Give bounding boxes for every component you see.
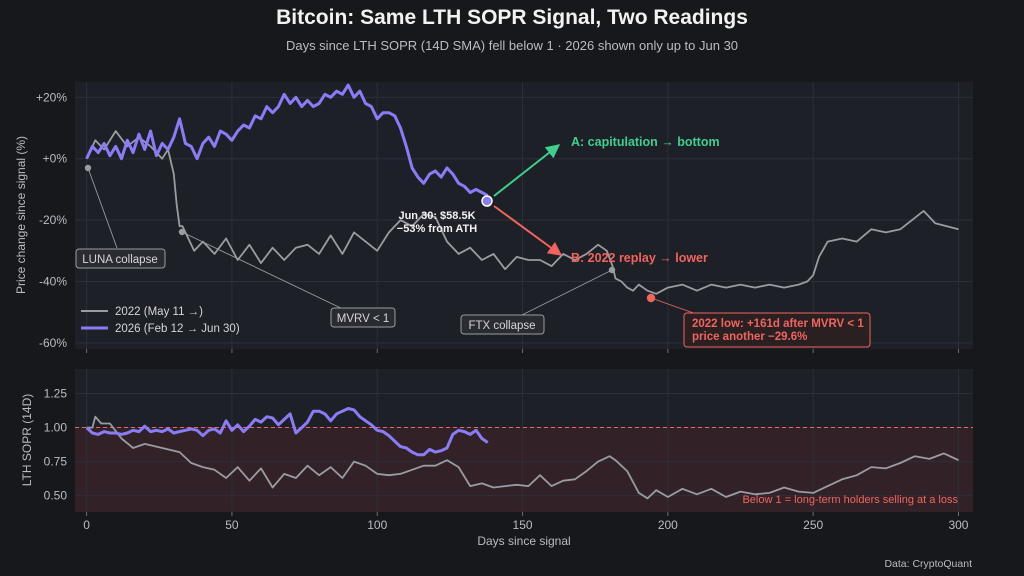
luna-collapse-point (84, 164, 92, 172)
legend-label-2026: 2026 (Feb 12 → Jun 30) (115, 323, 240, 335)
price-y-tick-label: +0% (43, 152, 68, 166)
data-source: Data: CryptoQuant (884, 558, 972, 570)
price-panel-background (75, 82, 973, 349)
scenario-b-label: B: 2022 replay → lower (571, 251, 708, 265)
mvrv-point (178, 228, 186, 236)
jun30-label: Jun 30: $58.5K −53% from ATH (397, 210, 477, 235)
sopr-y-ticks: 1.25 1.00 0.75 0.50 (44, 387, 68, 503)
svg-text:FTX collapse: FTX collapse (468, 320, 535, 332)
price-y-tick-label: -40% (39, 274, 67, 288)
sopr-y-tick-label: 0.50 (44, 489, 68, 503)
price-y-axis-label: Price change since signal (%) (14, 136, 28, 294)
sopr-y-tick-label: 1.00 (44, 421, 68, 435)
series-2022-price-line (85, 130, 959, 295)
ftx-collapse-point (608, 266, 616, 274)
scenario-a-label: A: capitulation → bottom (571, 135, 720, 149)
x-tick-label: 150 (513, 518, 533, 532)
series-2026-price-line (85, 83, 489, 197)
x-tick-label: 0 (83, 518, 90, 532)
scenario-b-arrow (493, 205, 563, 256)
jun30-current-point (481, 195, 493, 207)
price-panel-grid (75, 82, 973, 349)
luna-collapse-label: LUNA collapse (75, 248, 166, 269)
sopr-y-axis-label: LTH SOPR (14D) (20, 394, 34, 486)
series-2026-sopr-line (85, 407, 489, 457)
sopr-y-tick-label: 1.25 (44, 387, 68, 401)
scenario-a-arrow (493, 144, 561, 197)
price-y-ticks: +20% +0% -20% -40% -60% (36, 90, 67, 350)
price-y-tick-label: -60% (39, 336, 67, 350)
series-2022-sopr-line (86, 415, 959, 500)
loss-band-label: Below 1 = long-term holders selling at a… (742, 494, 958, 506)
x-tick-label: 250 (803, 518, 823, 532)
x-axis-ticks: 0 50 100 150 200 250 300 (83, 349, 969, 532)
svg-text:MVRV < 1: MVRV < 1 (337, 313, 390, 325)
x-tick-label: 300 (948, 518, 968, 532)
mvrv-label: MVRV < 1 (330, 307, 396, 328)
x-tick-label: 200 (658, 518, 678, 532)
chart-title: Bitcoin: Same LTH SOPR Signal, Two Readi… (276, 6, 748, 29)
2022-low-label: 2022 low: +161d after MVRV < 1 price anot… (683, 312, 871, 348)
sopr-y-tick-label: 0.75 (44, 455, 68, 469)
loss-band (75, 427, 973, 512)
chart-subtitle: Days since LTH SOPR (14D SMA) fell below… (285, 38, 739, 53)
ftx-collapse-label: FTX collapse (460, 314, 545, 335)
luna-connector (87, 167, 118, 249)
legend: 2022 (May 11 →) 2026 (Feb 12 → Jun 30) (81, 306, 240, 335)
price-y-tick-label: +20% (36, 90, 67, 104)
legend-label-2022: 2022 (May 11 →) (115, 306, 203, 318)
x-tick-label: 100 (367, 518, 387, 532)
mvrv-connector (181, 231, 346, 311)
svg-text:2022 low: +161d after MVRV < 1: 2022 low: +161d after MVRV < 1 price anot… (692, 318, 864, 343)
2022-low-point (646, 293, 656, 303)
x-tick-label: 50 (225, 518, 239, 532)
price-y-tick-label: -20% (39, 213, 67, 227)
x-axis-label: Days since signal (477, 534, 570, 548)
ftx-connector (521, 269, 613, 316)
svg-text:LUNA collapse: LUNA collapse (82, 254, 157, 266)
